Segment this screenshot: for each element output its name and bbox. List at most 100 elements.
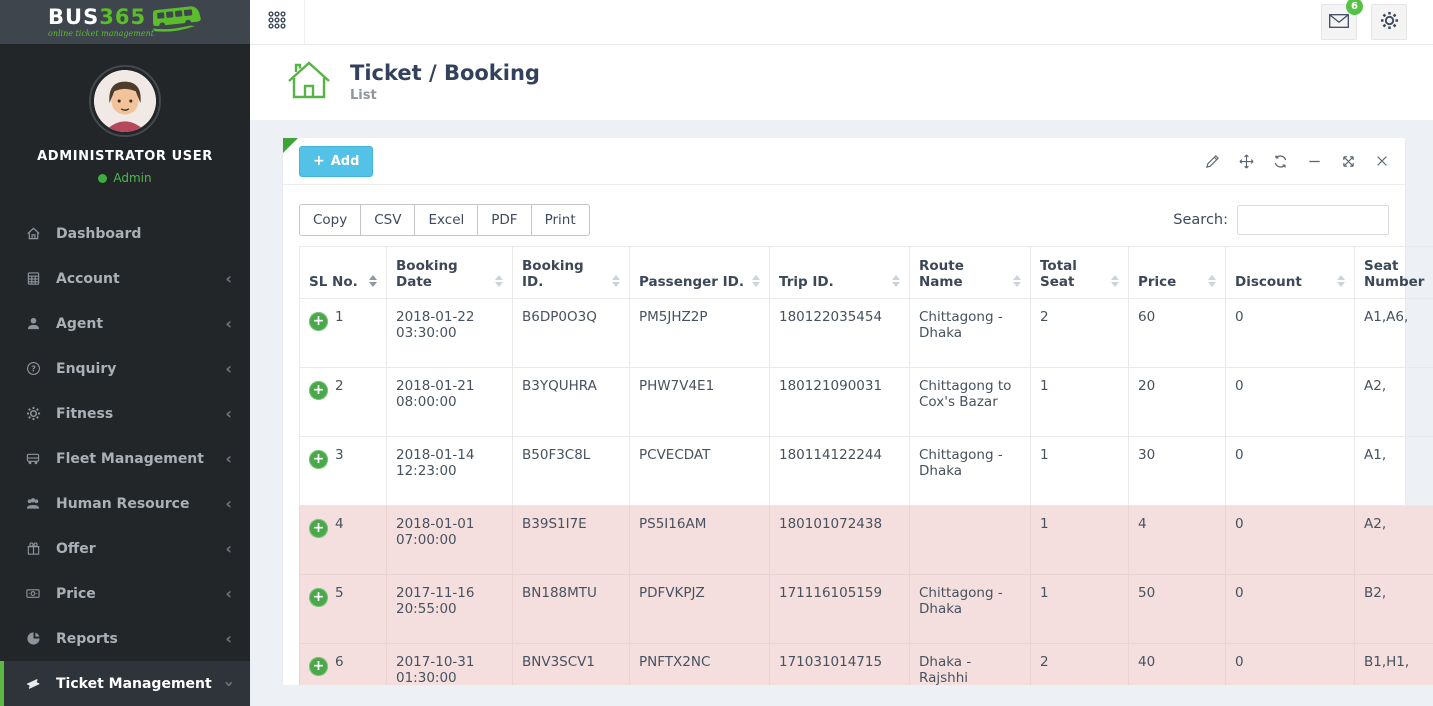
- copy-button[interactable]: Copy: [299, 204, 361, 236]
- sidebar-item-dashboard[interactable]: Dashboard: [0, 211, 250, 256]
- gear-icon: [1380, 11, 1399, 34]
- sort-icon: [1013, 275, 1021, 287]
- column-header-seat-number[interactable]: Seat Number: [1355, 247, 1433, 299]
- cell: PDFVKPJZ: [630, 575, 770, 644]
- chevron-left-icon: ‹: [225, 451, 232, 467]
- sidebar-item-reports[interactable]: Reports ‹: [0, 616, 250, 661]
- close-icon[interactable]: [1375, 154, 1389, 168]
- cell: 171116105159: [770, 575, 910, 644]
- sidebar-item-offer[interactable]: Offer ‹: [0, 526, 250, 571]
- column-header-booking-date[interactable]: Booking Date: [387, 247, 513, 299]
- table-controls: Copy CSV Excel PDF Print Search:: [299, 204, 1389, 236]
- sidebar-item-label: Reports: [56, 631, 118, 647]
- column-label: Total Seat: [1040, 258, 1107, 290]
- user-status: Admin: [0, 171, 250, 185]
- sidebar-item-account[interactable]: Account ‹: [0, 256, 250, 301]
- column-label: Passenger ID.: [639, 274, 744, 290]
- cell: A1,: [1355, 437, 1433, 506]
- column-header-booking-id[interactable]: Booking ID.: [513, 247, 630, 299]
- column-header-trip-id[interactable]: Trip ID.: [770, 247, 910, 299]
- brand-logo[interactable]: BUS365 online ticket management: [48, 7, 202, 38]
- cell: 2018-01-14 12:23:00: [387, 437, 513, 506]
- sidebar-item-ticket-management[interactable]: Ticket Management ‹: [0, 661, 250, 706]
- expand-icon[interactable]: [1341, 154, 1356, 169]
- sidebar-item-fitness[interactable]: Fitness ‹: [0, 391, 250, 436]
- cell: 1: [1031, 506, 1129, 575]
- edit-icon[interactable]: [1205, 154, 1220, 169]
- online-status-icon: [98, 174, 107, 183]
- brand-text: BUS365 online ticket management: [48, 7, 154, 38]
- csv-button[interactable]: CSV: [360, 204, 415, 236]
- settings-button[interactable]: [1371, 4, 1407, 40]
- sidebar-item-enquiry[interactable]: ? Enquiry ‹: [0, 346, 250, 391]
- search-input[interactable]: [1237, 205, 1389, 235]
- column-header-passenger-id[interactable]: Passenger ID.: [630, 247, 770, 299]
- panel-body: Copy CSV Excel PDF Print Search: SL No.B…: [283, 185, 1405, 685]
- column-header-sl-no[interactable]: SL No.: [300, 247, 387, 299]
- sort-icon: [612, 275, 620, 287]
- cell: 1: [1031, 437, 1129, 506]
- apps-grid-button[interactable]: [250, 0, 305, 44]
- page-subtitle: List: [350, 88, 540, 103]
- cell: B3YQUHRA: [513, 368, 630, 437]
- brand-name-primary: BUS: [48, 5, 99, 29]
- expand-row-icon[interactable]: +: [309, 519, 328, 538]
- sidebar-menu: Dashboard Account ‹ Agent ‹ ? Enquiry ‹ …: [0, 211, 250, 706]
- cell: 0: [1226, 437, 1355, 506]
- plus-icon: +: [313, 154, 325, 168]
- sidebar-item-fleet-management[interactable]: Fleet Management ‹: [0, 436, 250, 481]
- expand-row-icon[interactable]: +: [309, 657, 328, 676]
- cell: 50: [1129, 575, 1226, 644]
- column-header-total-seat[interactable]: Total Seat: [1031, 247, 1129, 299]
- expand-row-icon[interactable]: +: [309, 588, 328, 607]
- expand-row-icon[interactable]: +: [309, 312, 328, 331]
- print-button[interactable]: Print: [531, 204, 590, 236]
- collapse-icon[interactable]: [1307, 154, 1322, 169]
- column-header-route-name[interactable]: Route Name: [910, 247, 1031, 299]
- home-icon: [23, 226, 43, 241]
- mail-icon: [1329, 13, 1349, 32]
- bus-icon: [23, 451, 43, 466]
- pdf-button[interactable]: PDF: [477, 204, 531, 236]
- messages-button[interactable]: 6: [1321, 4, 1357, 40]
- chevron-left-icon: ‹: [225, 271, 232, 287]
- cell: PS5I16AM: [630, 506, 770, 575]
- chevron-left-icon: ‹: [225, 631, 232, 647]
- column-header-discount[interactable]: Discount: [1226, 247, 1355, 299]
- question-circle-icon: ?: [23, 361, 43, 376]
- page-title: Ticket / Booking: [350, 61, 540, 85]
- house-icon: [286, 59, 332, 105]
- move-icon[interactable]: [1239, 154, 1254, 169]
- cell: 2018-01-01 07:00:00: [387, 506, 513, 575]
- sidebar-item-human-resource[interactable]: Human Resource ‹: [0, 481, 250, 526]
- cell: B6DP0O3Q: [513, 299, 630, 368]
- cell: 20: [1129, 368, 1226, 437]
- cell: 180101072438: [770, 506, 910, 575]
- brand-name-accent: 365: [99, 5, 146, 29]
- excel-button[interactable]: Excel: [414, 204, 478, 236]
- cell: 30: [1129, 437, 1226, 506]
- gift-icon: [23, 541, 43, 556]
- cell: 1: [1031, 575, 1129, 644]
- sidebar-item-label: Ticket Management: [56, 676, 212, 692]
- refresh-icon[interactable]: [1273, 154, 1288, 169]
- sidebar-item-agent[interactable]: Agent ‹: [0, 301, 250, 346]
- cell: 2: [1031, 644, 1129, 686]
- expand-row-icon[interactable]: +: [309, 381, 328, 400]
- expand-row-icon[interactable]: +: [309, 450, 328, 469]
- cell: 0: [1226, 506, 1355, 575]
- sl-number: 4: [335, 516, 344, 532]
- calculator-icon: [23, 271, 43, 286]
- sort-icon: [1337, 275, 1345, 287]
- column-label: Discount: [1235, 274, 1302, 290]
- column-header-price[interactable]: Price: [1129, 247, 1226, 299]
- brand-name: BUS365: [48, 7, 154, 28]
- ticket-icon: [23, 676, 43, 691]
- add-button[interactable]: + Add: [299, 146, 373, 177]
- cell: 0: [1226, 575, 1355, 644]
- sidebar-item-price[interactable]: Price ‹: [0, 571, 250, 616]
- chevron-left-icon: ‹: [225, 541, 232, 557]
